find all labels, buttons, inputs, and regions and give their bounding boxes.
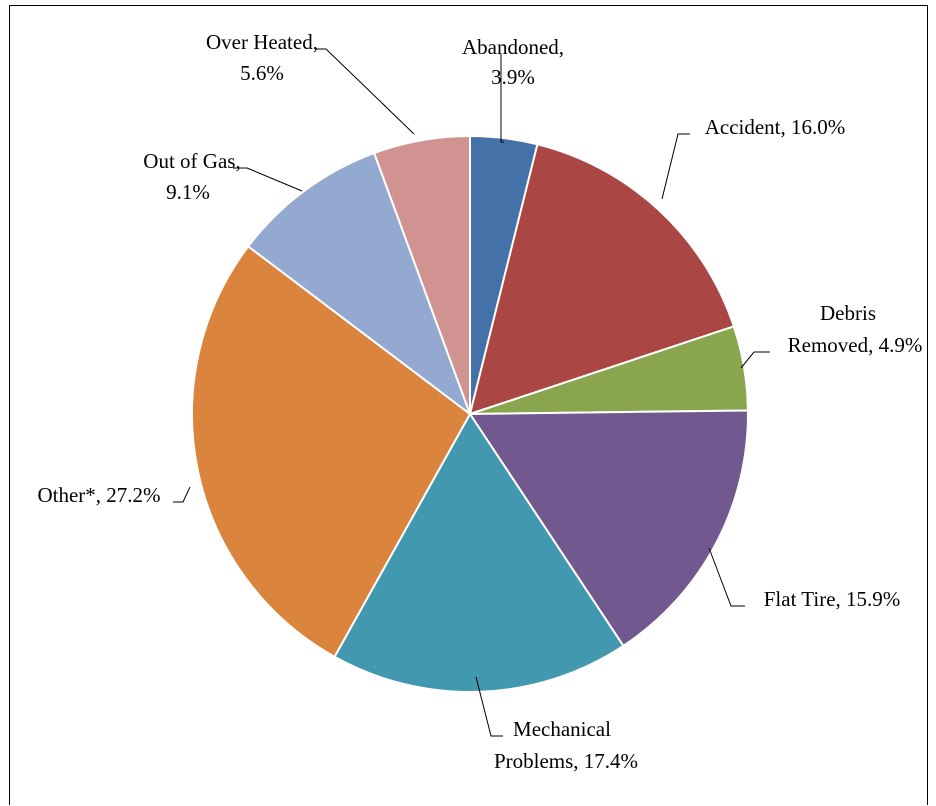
leader-line-over-heated <box>315 48 415 135</box>
data-label-over-heated: Over Heated, 5.6% <box>206 30 318 85</box>
data-label-line: Over Heated, <box>206 30 318 54</box>
leader-line-accident <box>661 133 690 200</box>
data-label-accident: Accident, 16.0% <box>705 115 846 139</box>
data-label-mechanical-problems: Mechanical Problems, 17.4% <box>494 717 638 773</box>
data-label-line: Debris <box>820 301 876 325</box>
data-label-line: 9.1% <box>166 180 210 204</box>
data-label-line: Out of Gas, <box>143 149 240 173</box>
data-label-debris-removed: Debris Removed, 4.9% <box>788 301 923 357</box>
data-label-abandoned: Abandoned, 3.9% <box>462 35 564 89</box>
slice-accident <box>468 143 736 416</box>
data-label-line: 3.9% <box>491 65 535 89</box>
data-label-line: 5.6% <box>240 61 284 85</box>
leader-line-debris-removed <box>740 351 770 369</box>
slice-other- <box>191 244 472 659</box>
data-label-line: Accident, 16.0% <box>705 115 846 139</box>
leader-line-other- <box>173 486 191 503</box>
data-label-line: Problems, 17.4% <box>494 749 638 773</box>
leader-line-mechanical-problems <box>475 676 503 737</box>
pie-slices <box>191 134 749 693</box>
pie-chart: Abandoned, 3.9% Accident, 16.0% Debris Remov… <box>37 30 922 773</box>
leader-line-abandoned <box>500 54 504 143</box>
data-label-line: Flat Tire, 15.9% <box>764 587 901 611</box>
data-labels: Abandoned, 3.9% Accident, 16.0% Debris Remov… <box>37 30 922 773</box>
data-label-flat-tire: Flat Tire, 15.9% <box>764 587 901 611</box>
leader-line-flat-tire <box>708 547 745 607</box>
leader-line-out-of-gas <box>233 167 303 192</box>
slice-mechanical-problems <box>333 412 625 693</box>
chart-frame: Abandoned, 3.9% Accident, 16.0% Debris Remov… <box>9 5 928 805</box>
data-label-line: Removed, 4.9% <box>788 333 923 357</box>
slice-out-of-gas <box>246 151 473 417</box>
leader-lines <box>173 48 770 737</box>
data-label-line: Mechanical <box>513 717 611 741</box>
slice-flat-tire <box>468 409 749 648</box>
data-label-line: Other*, 27.2% <box>37 483 160 507</box>
data-label-out-of-gas: Out of Gas, 9.1% <box>143 149 240 204</box>
data-label-other-: Other*, 27.2% <box>37 483 160 507</box>
data-label-line: Abandoned, <box>462 35 564 59</box>
slice-over-heated <box>372 134 471 415</box>
